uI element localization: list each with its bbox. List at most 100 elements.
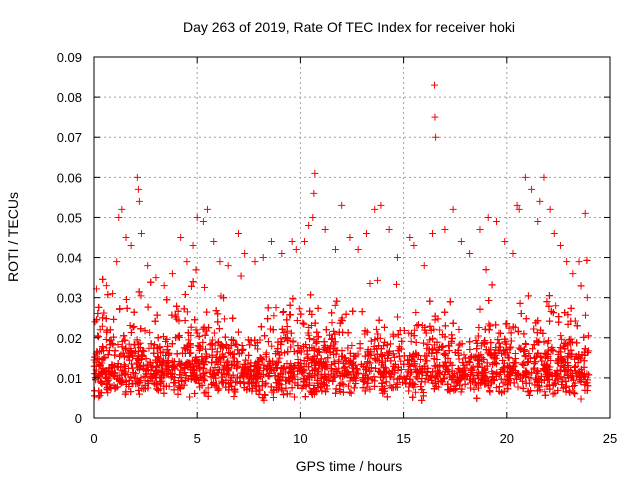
data-point — [261, 332, 269, 340]
data-point — [212, 380, 220, 388]
data-point — [215, 325, 223, 333]
data-point — [264, 315, 272, 323]
data-point — [571, 317, 579, 325]
data-point — [122, 344, 130, 352]
data-point — [404, 366, 412, 374]
data-point — [224, 366, 232, 374]
data-point — [175, 317, 183, 325]
data-point — [122, 296, 130, 304]
data-point — [423, 368, 431, 376]
data-point — [132, 347, 140, 355]
data-point — [394, 375, 402, 383]
data-point — [208, 351, 216, 359]
data-point — [186, 393, 194, 401]
data-point — [253, 339, 261, 347]
data-point — [158, 358, 166, 366]
data-point — [505, 371, 513, 379]
data-point — [562, 340, 570, 348]
data-point — [126, 321, 134, 329]
data-point — [422, 329, 430, 337]
data-point — [353, 365, 361, 373]
data-point — [565, 336, 573, 344]
data-point — [305, 363, 313, 371]
data-point — [229, 354, 237, 362]
data-point — [360, 377, 368, 385]
data-point — [584, 332, 592, 340]
data-point — [447, 337, 455, 345]
data-point — [426, 297, 434, 305]
data-point — [429, 379, 437, 387]
data-point — [496, 329, 504, 337]
data-point — [198, 381, 206, 389]
data-point — [430, 355, 438, 363]
data-point — [118, 343, 126, 351]
data-point — [102, 380, 110, 388]
data-point — [554, 359, 562, 367]
data-point — [393, 380, 401, 388]
data-point — [449, 372, 457, 380]
data-point — [202, 388, 210, 396]
data-point — [201, 377, 209, 385]
data-point — [258, 355, 266, 363]
data-point — [520, 371, 528, 379]
data-point — [519, 384, 527, 392]
data-point — [322, 363, 330, 371]
data-point — [439, 343, 447, 351]
data-point — [466, 376, 474, 384]
data-point — [567, 346, 575, 354]
data-point — [479, 368, 487, 376]
data-point — [257, 373, 265, 381]
data-point — [507, 337, 515, 345]
data-point — [96, 361, 104, 369]
data-point — [216, 355, 224, 363]
data-point — [237, 272, 245, 280]
data-point — [293, 317, 301, 325]
data-point — [178, 349, 186, 357]
data-point — [501, 351, 509, 359]
data-point — [487, 339, 495, 347]
data-point — [154, 344, 162, 352]
data-point — [583, 256, 591, 264]
data-point — [492, 321, 500, 329]
data-point — [499, 379, 507, 387]
data-point — [287, 343, 295, 351]
data-point — [386, 382, 394, 390]
data-point — [244, 380, 252, 388]
data-point — [536, 383, 544, 391]
data-point — [224, 357, 232, 365]
data-point — [283, 390, 291, 398]
data-point — [530, 341, 538, 349]
data-point — [466, 338, 474, 346]
data-point — [342, 310, 350, 318]
data-point — [264, 372, 272, 380]
data-point — [564, 320, 572, 328]
data-point — [379, 351, 387, 359]
data-point — [233, 341, 241, 349]
data-point — [286, 311, 294, 319]
data-point — [252, 359, 260, 367]
data-point — [455, 326, 463, 334]
data-point — [504, 371, 512, 379]
data-point — [256, 386, 264, 394]
data-point — [288, 375, 296, 383]
data-point — [486, 387, 494, 395]
data-point — [374, 330, 382, 338]
data-point — [505, 324, 513, 332]
data-point — [186, 360, 194, 368]
data-point — [565, 374, 573, 382]
data-point — [426, 322, 434, 330]
data-point — [505, 354, 513, 362]
data-point — [244, 336, 252, 344]
data-point — [160, 372, 168, 380]
data-point — [201, 354, 209, 362]
data-point — [211, 364, 219, 372]
data-point — [419, 392, 427, 400]
data-point — [286, 301, 294, 309]
data-point — [280, 329, 288, 337]
data-point — [544, 337, 552, 345]
data-point — [104, 291, 112, 299]
data-point — [389, 350, 397, 358]
data-point — [445, 347, 453, 355]
data-point — [170, 358, 178, 366]
data-point — [250, 368, 258, 376]
